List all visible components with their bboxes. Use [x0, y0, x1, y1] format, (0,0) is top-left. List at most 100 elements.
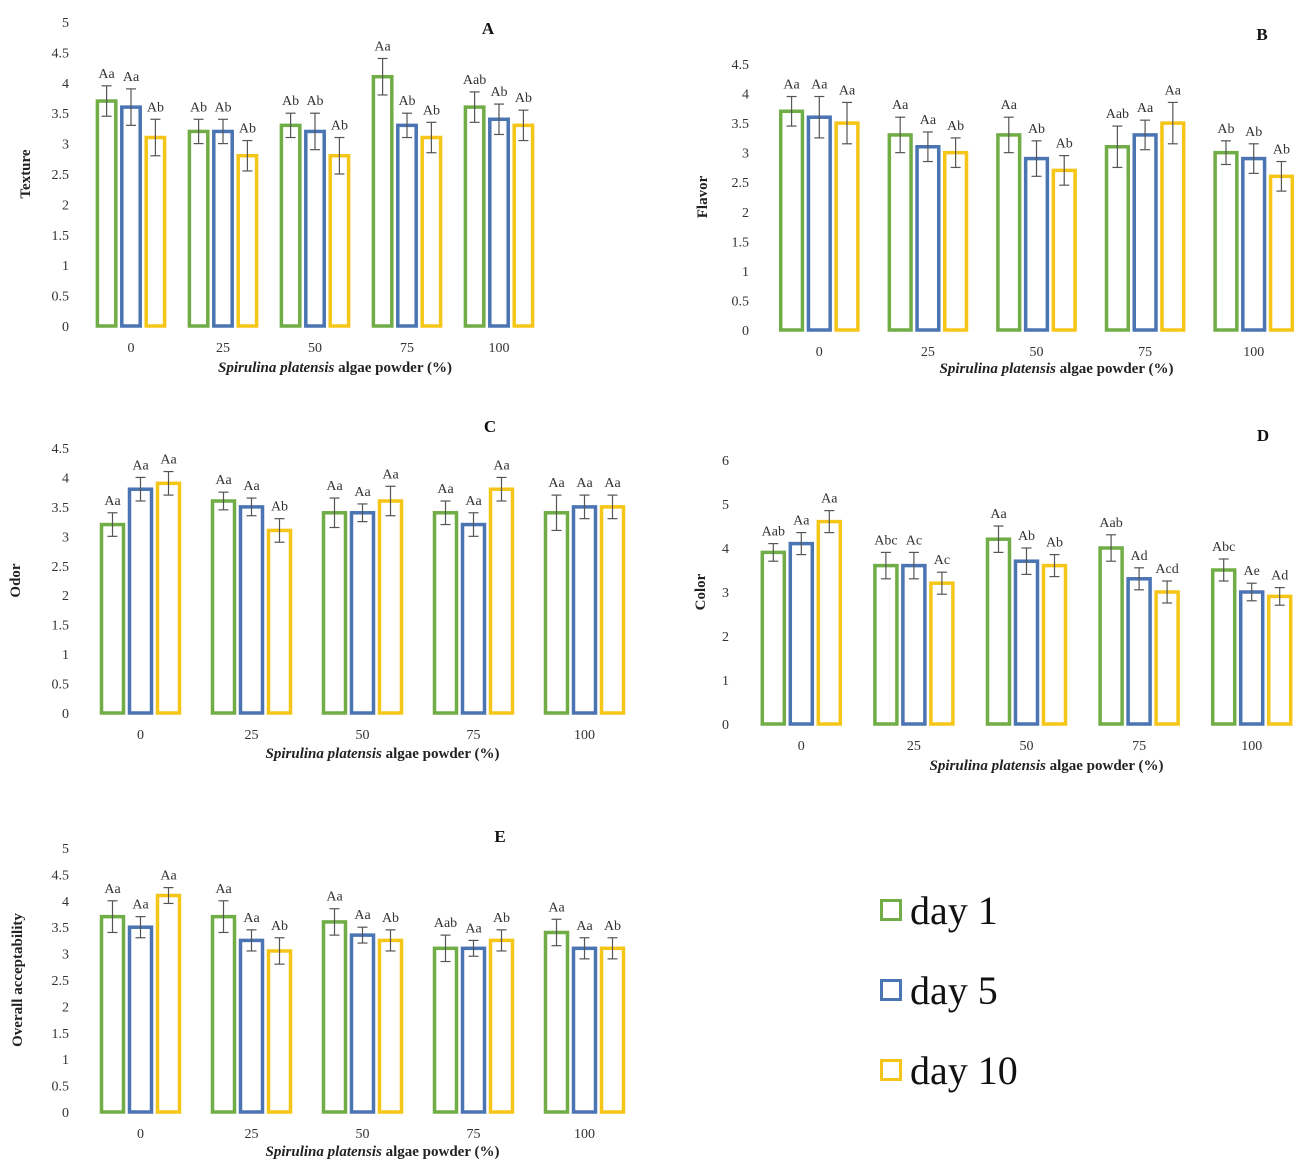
chart-panel-b: B 0 0.5 1 1.5 2 2.5 3 3.5 4 4.5 Flavor Aa Aa Aa 0 Aa Aa Ab…: [695, 25, 1295, 377]
bar-day5: [1132, 133, 1158, 332]
legend-item-day1: day 1: [880, 870, 1120, 950]
x-tick-label: 100: [574, 1127, 595, 1142]
bar-day5: [1013, 559, 1040, 726]
significance-label: Ab: [1217, 122, 1234, 137]
chart-panel-d: D 0 1 2 3 4 5 6 Color Aab Aa Aa 0 Abc Ac Ac 25 Aa Ab Ab 50 Aa…: [693, 426, 1293, 774]
bar-day10: [488, 938, 515, 1114]
significance-label: Ad: [1271, 569, 1288, 584]
legend-label-day5: day 5: [910, 967, 998, 1013]
significance-label: Ab: [1056, 137, 1073, 152]
significance-label: Aa: [132, 898, 149, 913]
bar-day5: [788, 541, 815, 726]
bar-day5: [1238, 590, 1265, 726]
significance-label: Ab: [1028, 122, 1045, 137]
bar-day5: [212, 129, 234, 328]
chart-panel-a: A 0 0.5 1 1.5 2 2.5 3 3.5 4 4.5 5 Texture Aa Aa Ab 0 Ab Ab…: [18, 16, 535, 376]
x-tick-label: 0: [816, 345, 823, 360]
significance-label: Ac: [906, 533, 922, 548]
bar-day1: [432, 511, 459, 715]
bar-day5: [460, 946, 487, 1114]
bar-day10: [328, 154, 351, 328]
y-tick-label: 1.5: [732, 235, 750, 250]
significance-label: Ab: [382, 911, 399, 926]
y-tick-label: 1.5: [52, 1027, 70, 1042]
bar-day10: [236, 154, 259, 328]
significance-label: Ab: [493, 911, 510, 926]
significance-label: Aa: [437, 482, 454, 497]
x-tick-label: 0: [128, 341, 135, 356]
bar-day5: [349, 511, 376, 715]
y-tick-label: 2.5: [52, 560, 70, 575]
significance-label: Aa: [215, 882, 232, 897]
significance-label: Aa: [160, 453, 177, 468]
significance-label: Aa: [576, 476, 593, 491]
bar-day1: [1213, 150, 1239, 332]
y-tick-label: 4: [62, 471, 69, 486]
x-tick-label: 25: [921, 345, 935, 360]
bar-day1: [95, 99, 118, 328]
bar-day5: [127, 487, 154, 715]
significance-label: Aa: [465, 494, 482, 509]
x-tick-label: 75: [467, 728, 481, 743]
bar-day5: [571, 505, 598, 715]
bar-day10: [266, 528, 293, 715]
significance-label: Aa: [160, 869, 177, 884]
bar-day5: [238, 938, 265, 1114]
y-tick-label: 0: [62, 707, 69, 722]
significance-label: Aa: [1001, 98, 1018, 113]
significance-label: Aab: [1099, 516, 1122, 531]
bar-day1: [887, 133, 913, 332]
significance-label: Ab: [490, 85, 507, 100]
significance-label: Ab: [515, 91, 532, 106]
bar-day10: [943, 150, 969, 332]
x-tick-label: 25: [245, 728, 259, 743]
x-tick-label: 75: [1138, 345, 1152, 360]
y-tick-label: 4.5: [52, 442, 70, 457]
bar-day10: [155, 481, 182, 715]
bar-day1: [985, 537, 1012, 726]
y-tick-label: 2: [742, 206, 749, 221]
significance-label: Aa: [604, 476, 621, 491]
y-tick-label: 3.5: [52, 107, 70, 122]
x-tick-label: 75: [400, 341, 414, 356]
bar-day10: [834, 121, 860, 332]
y-axis-label: Overall acceptability: [10, 913, 26, 1047]
significance-label: Ab: [604, 919, 621, 934]
bar-day5: [460, 522, 487, 715]
bar-day1: [1104, 145, 1130, 332]
x-tick-label: 50: [356, 728, 370, 743]
x-axis-label: Spirulina platensis algae powder (%): [266, 746, 500, 762]
y-tick-label: 3: [62, 948, 69, 963]
bar-day10: [144, 135, 167, 328]
legend-swatch-day10: [880, 1059, 902, 1081]
bar-day1: [432, 946, 459, 1114]
significance-label: Aab: [762, 525, 785, 540]
significance-label: Abc: [874, 533, 897, 548]
bar-day10: [266, 949, 293, 1114]
x-tick-label: 50: [356, 1127, 370, 1142]
significance-label: Ab: [1273, 143, 1290, 158]
significance-label: Ab: [306, 94, 323, 109]
significance-label: Ac: [934, 553, 950, 568]
bar-day10: [1266, 594, 1293, 726]
y-tick-label: 0: [742, 324, 749, 339]
significance-label: Ab: [271, 500, 288, 515]
bar-day5: [1126, 577, 1152, 726]
y-tick-label: 0: [62, 320, 69, 335]
bar-day10: [377, 938, 404, 1114]
significance-label: Aa: [548, 900, 565, 915]
significance-label: Aa: [493, 458, 510, 473]
y-tick-label: 1: [62, 1053, 69, 1068]
bar-day5: [127, 925, 154, 1114]
bar-day1: [99, 522, 126, 715]
y-tick-label: 3: [722, 586, 729, 601]
significance-label: Aa: [354, 485, 371, 500]
significance-label: Aa: [243, 479, 260, 494]
panel-letter: A: [482, 19, 495, 38]
bar-day10: [1268, 174, 1295, 332]
significance-label: Aa: [548, 476, 565, 491]
y-tick-label: 4: [742, 88, 749, 103]
x-tick-label: 0: [798, 739, 805, 754]
bar-day10: [377, 499, 404, 715]
significance-label: Ab: [271, 919, 288, 934]
